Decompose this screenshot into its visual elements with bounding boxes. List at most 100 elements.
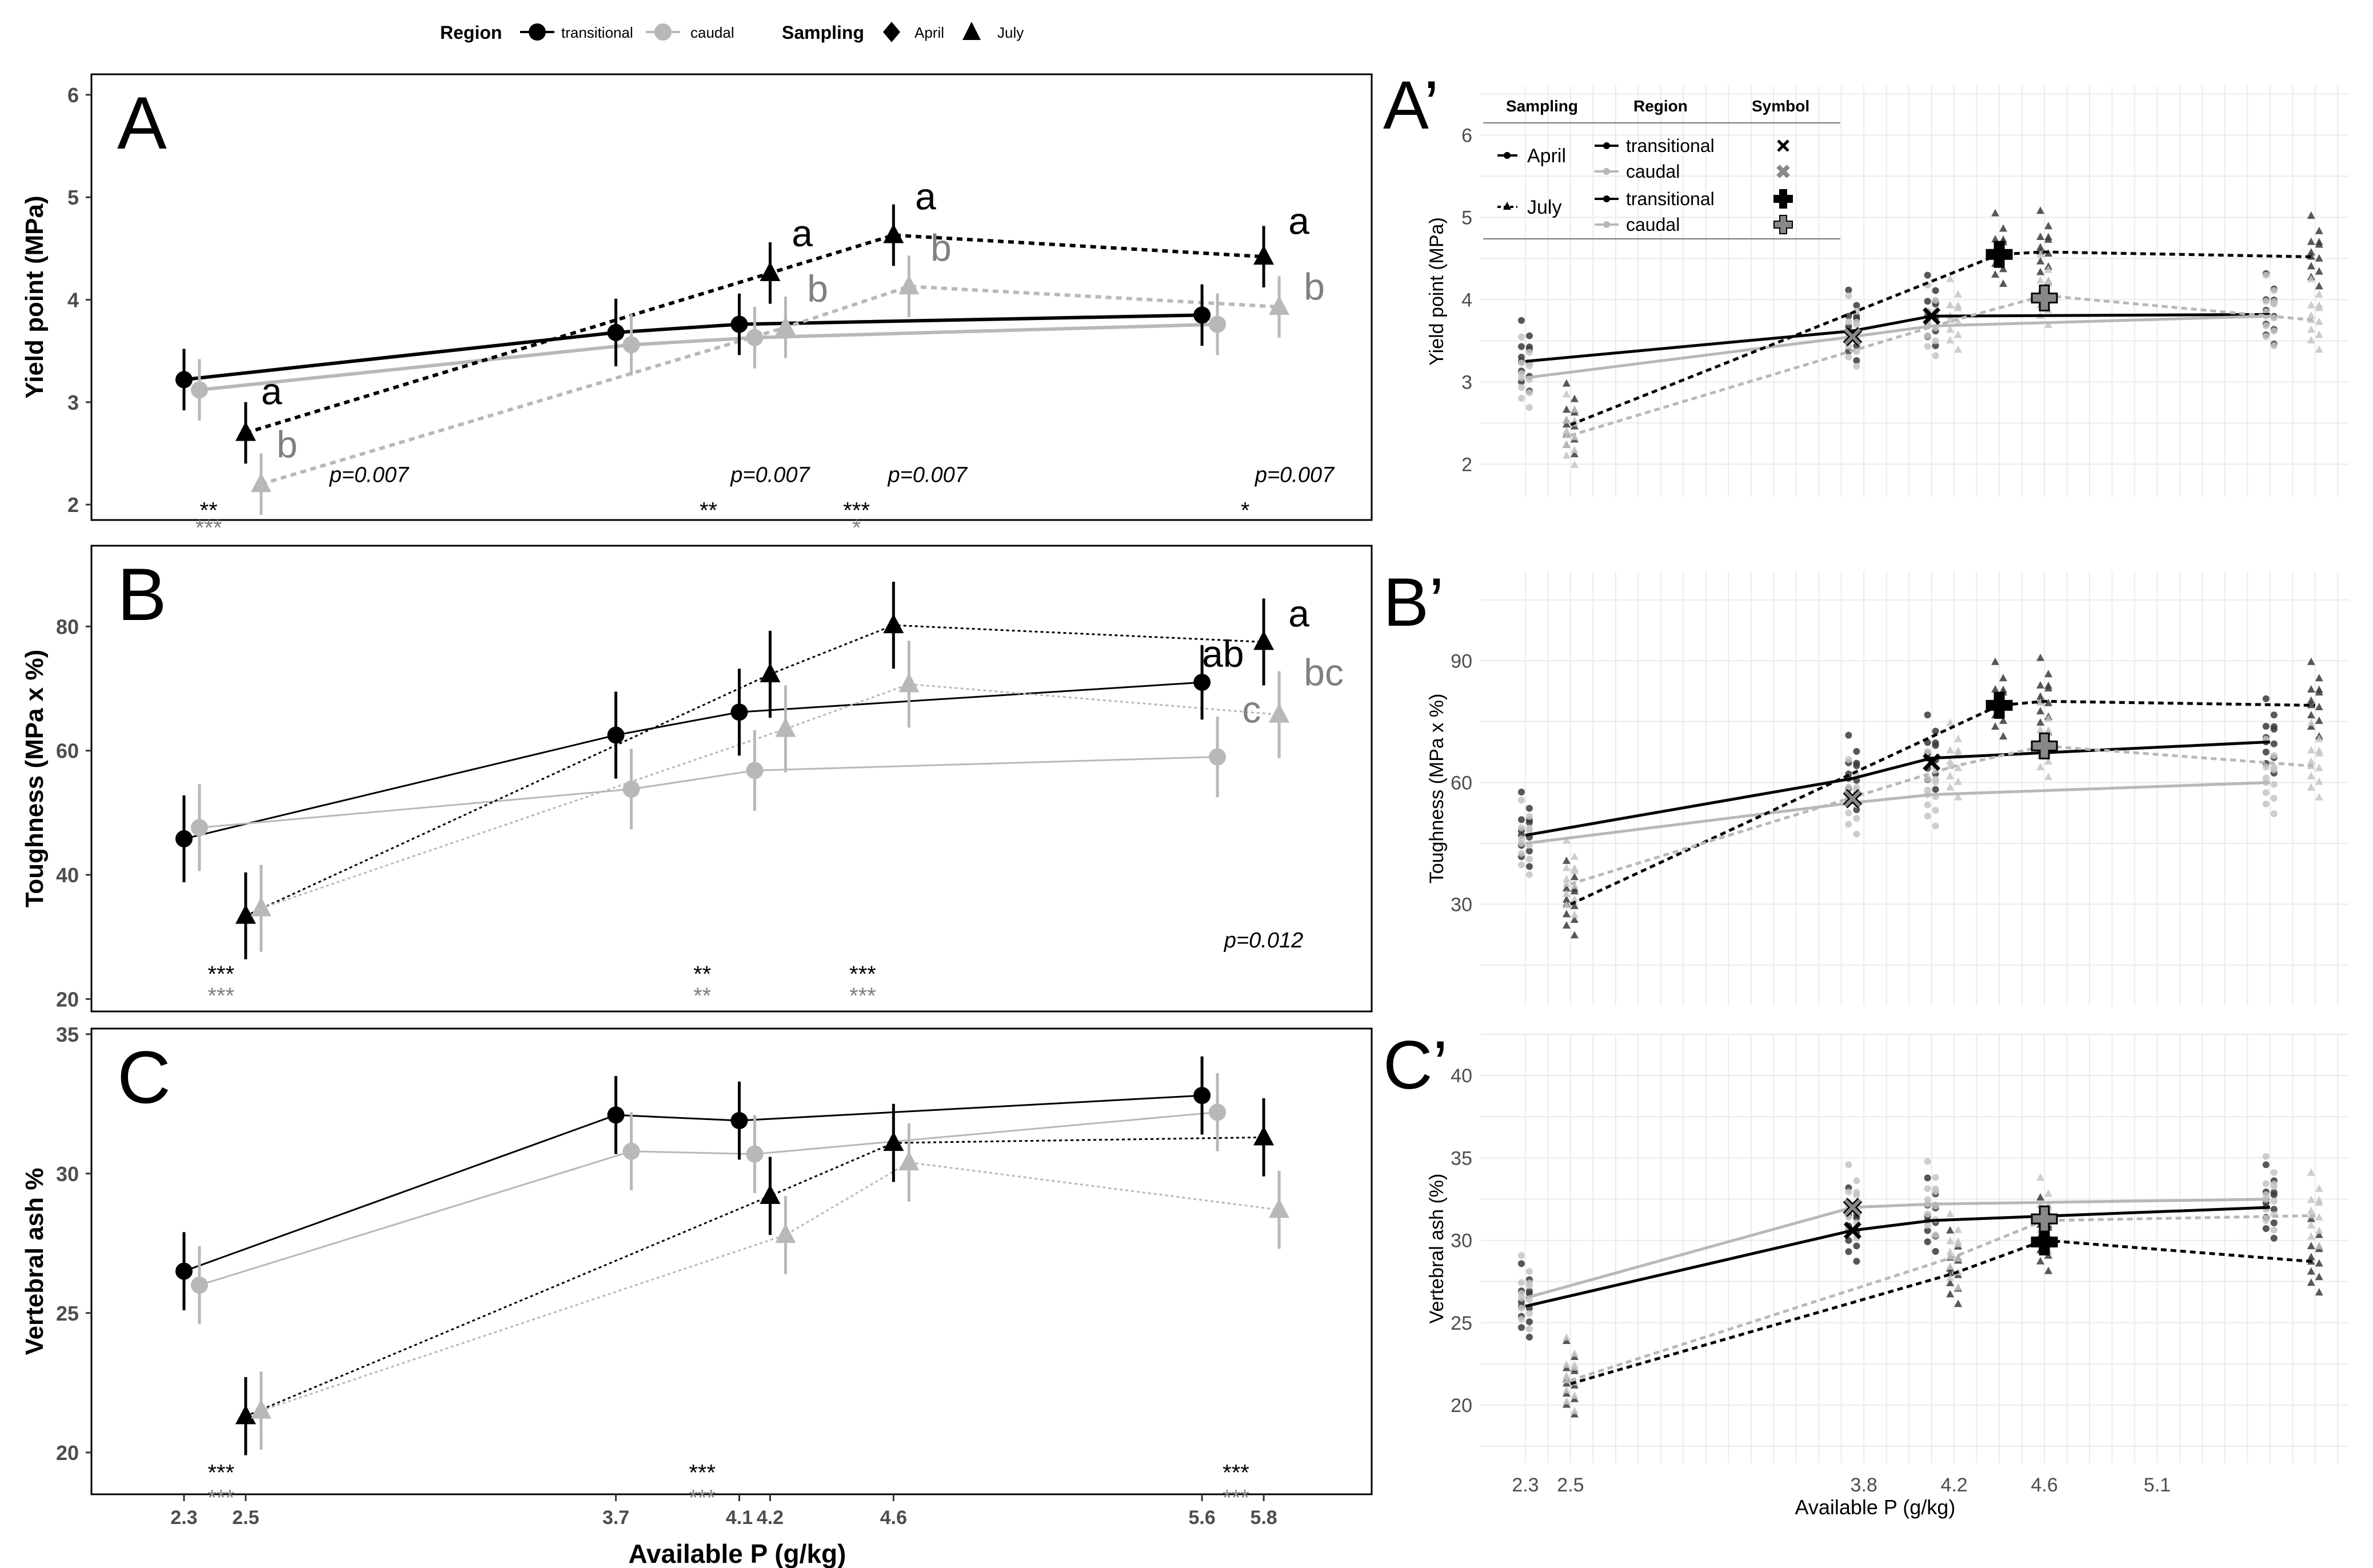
- raw-point: [2315, 1213, 2323, 1221]
- raw-point: [2270, 1234, 2278, 1242]
- point-caudal-july: [250, 897, 271, 917]
- series-line-caudal-july: [261, 1161, 1280, 1412]
- legend-caudal-key: [646, 23, 680, 41]
- raw-point: [1924, 775, 1931, 783]
- raw-point: [1525, 1318, 1533, 1326]
- x-tick-label: 5.6: [1188, 1507, 1215, 1529]
- raw-point: [2315, 226, 2323, 234]
- raw-point: [1845, 318, 1852, 326]
- raw-point: [1517, 1294, 1525, 1302]
- raw-point: [2315, 674, 2323, 682]
- x-outline: [1923, 307, 1941, 325]
- raw-point: [1845, 353, 1852, 361]
- raw-point: [1924, 1174, 1931, 1182]
- raw-point: [2307, 1206, 2315, 1214]
- significance-stars: ***: [207, 1486, 234, 1511]
- raw-point: [2036, 250, 2045, 258]
- significance-stars: ***: [195, 515, 222, 541]
- raw-point: [1999, 685, 2008, 693]
- series-line-caudal-july: [261, 683, 1280, 910]
- significance-stars: ***: [689, 1461, 716, 1486]
- raw-point: [1562, 420, 1571, 428]
- raw-point: [1932, 727, 1939, 735]
- raw-point: [1570, 394, 1579, 402]
- raw-point: [2262, 1180, 2270, 1187]
- x-tick-label: 4.2: [1940, 1474, 1967, 1496]
- legend-region-dot: [1603, 142, 1610, 149]
- point-transitional-july: [1253, 245, 1275, 265]
- raw-point: [1562, 1333, 1571, 1341]
- raw-point: [1525, 332, 1533, 339]
- raw-point: [2315, 1242, 2323, 1250]
- raw-point: [1853, 1258, 1860, 1265]
- raw-point: [1517, 839, 1525, 847]
- raw-point: [2315, 1184, 2323, 1192]
- raw-point: [1853, 302, 1860, 309]
- significance-letter: bc: [1304, 651, 1344, 694]
- point-transitional-april: [175, 1262, 193, 1280]
- raw-point: [2262, 322, 2270, 330]
- raw-point: [2315, 282, 2323, 290]
- raw-point: [2044, 757, 2053, 765]
- raw-point: [1999, 265, 2008, 273]
- panel-frame: [90, 545, 1373, 1013]
- mean-symbol-x: [1923, 753, 1941, 771]
- raw-point: [2270, 1219, 2278, 1227]
- raw-point: [2315, 238, 2323, 246]
- raw-point: [2307, 336, 2315, 344]
- significance-letter: b: [277, 423, 298, 466]
- mean-line-transitional-april: [1525, 313, 2270, 363]
- raw-point: [1999, 224, 2008, 232]
- raw-point: [1946, 771, 1955, 779]
- raw-point: [1954, 290, 1963, 298]
- point-caudal-april: [622, 336, 640, 354]
- raw-point: [1853, 357, 1860, 364]
- raw-point: [1954, 1254, 1963, 1262]
- raw-point: [1525, 349, 1533, 356]
- raw-point: [1525, 825, 1533, 832]
- raw-point: [1954, 1283, 1963, 1291]
- x-outline: [1923, 753, 1941, 771]
- y-tick-label: 4: [67, 288, 79, 311]
- series-line-caudal-july: [261, 285, 1280, 486]
- point-transitional-april: [1193, 1087, 1211, 1105]
- raw-point: [2315, 290, 2323, 298]
- legend-region-label: transitional: [1626, 189, 1715, 209]
- point-caudal-july: [775, 1223, 796, 1243]
- raw-point: [2307, 1232, 2315, 1240]
- legend-july-label: July: [1527, 197, 1561, 218]
- significance-letter: b: [930, 226, 952, 269]
- point-caudal-april: [622, 780, 640, 798]
- raw-point: [1954, 345, 1963, 353]
- raw-point: [1525, 871, 1533, 878]
- raw-point: [1999, 235, 2008, 243]
- point-transitional-july: [235, 904, 256, 924]
- mean-symbol-x: [1843, 1197, 1863, 1217]
- legend-header-sampling: Sampling: [1506, 97, 1578, 115]
- significance-letter: a: [792, 212, 813, 254]
- raw-point: [1932, 1185, 1939, 1193]
- raw-point: [2036, 1173, 2045, 1181]
- raw-point: [2307, 211, 2315, 219]
- raw-point: [1570, 416, 1579, 424]
- raw-point: [2307, 1242, 2315, 1250]
- raw-point: [1562, 451, 1571, 459]
- raw-point: [1570, 460, 1579, 468]
- raw-point: [2036, 653, 2045, 661]
- raw-point: [2307, 771, 2315, 779]
- raw-point: [1845, 1248, 1852, 1255]
- raw-point: [1946, 336, 1955, 344]
- raw-point: [1525, 1287, 1533, 1295]
- point-caudal-july: [898, 275, 920, 295]
- raw-point: [1570, 873, 1579, 881]
- raw-point: [2262, 333, 2270, 340]
- p-value: p=0.007: [1255, 463, 1335, 487]
- x-tick-label: 2.5: [1557, 1474, 1584, 1496]
- raw-point: [1853, 806, 1860, 813]
- raw-point: [2262, 271, 2270, 279]
- y-tick-label: 60: [56, 739, 79, 763]
- raw-point: [1999, 732, 2008, 740]
- raw-point: [2315, 254, 2323, 262]
- raw-point: [1517, 797, 1525, 804]
